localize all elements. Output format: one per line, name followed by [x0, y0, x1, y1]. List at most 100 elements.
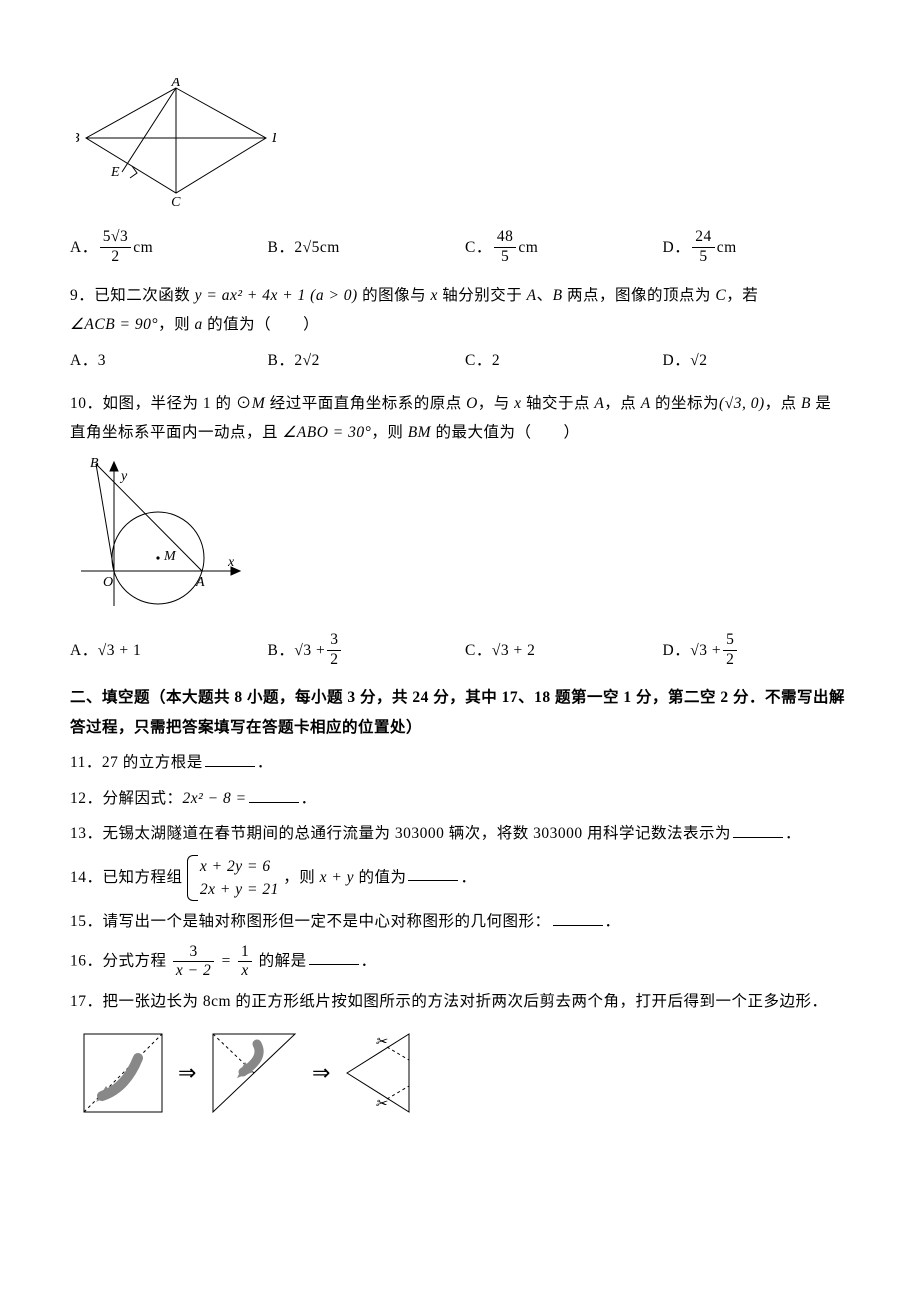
q10-text: 10．如图，半径为 1 的 ⊙M 经过平面直角坐标系的原点 O，与 x 轴交于点…: [70, 389, 860, 448]
t: ，则: [158, 316, 194, 333]
q8-opt-D: D． 245 cm: [663, 228, 861, 266]
t: ，则: [283, 868, 319, 885]
p: ．: [361, 952, 377, 969]
opt-suffix: cm: [133, 233, 153, 262]
t: ，则: [371, 424, 407, 441]
blank: [408, 866, 458, 882]
v: 2: [492, 346, 500, 375]
q8-opt-C: C． 485 cm: [465, 228, 663, 266]
n: 5: [723, 631, 737, 651]
p: C．: [465, 346, 492, 375]
label-A: A: [170, 78, 180, 90]
x: x: [514, 395, 521, 412]
q17: 17．把一张边长为 8cm 的正方形纸片按如图所示的方法对折两次后剪去两个角，打…: [70, 987, 860, 1016]
num: 5√3: [100, 228, 132, 248]
q8-opt-B: B． 2√5 cm: [268, 228, 466, 266]
opt-suffix: cm: [320, 233, 340, 262]
t: 轴交于点: [522, 395, 595, 412]
q15: 15．请写出一个是轴对称图形但一定不是中心对称图形的几何图形：．: [70, 907, 860, 936]
ang: ∠ACB = 90°: [70, 316, 158, 333]
v: √3 + 2: [492, 636, 536, 665]
p: C．: [465, 636, 492, 665]
t: 是: [811, 395, 831, 412]
opt-suffix: cm: [518, 233, 538, 262]
eq2: 2x + y = 21: [200, 878, 279, 901]
opt-prefix: A．: [70, 233, 98, 262]
p: D．: [663, 346, 691, 375]
equation-system: x + 2y = 6 2x + y = 21: [187, 855, 279, 902]
lbl-B: B: [90, 456, 99, 471]
l: √3 +: [690, 636, 721, 665]
p: D．: [663, 636, 691, 665]
t: 11．27 的立方根是: [70, 754, 203, 771]
t: 15．请写出一个是轴对称图形但一定不是中心对称图形的几何图形：: [70, 913, 551, 930]
p: A．: [70, 346, 98, 375]
d2: x: [238, 962, 252, 981]
t: 直角坐标系平面内一动点，且: [70, 424, 282, 441]
t: ，点: [604, 395, 640, 412]
label-C: C: [171, 195, 181, 208]
t: 16．分式方程: [70, 952, 171, 969]
p: A．: [70, 636, 98, 665]
fold-step1: [78, 1028, 168, 1118]
t: 10．如图，半径为 1 的 ⊙: [70, 395, 252, 412]
t: 的解是: [259, 952, 307, 969]
t: 的图像与: [358, 287, 431, 304]
arrow-icon: ⇒: [312, 1052, 331, 1094]
t: 的最大值为（ ）: [431, 424, 579, 441]
opt-prefix: B．: [268, 233, 295, 262]
fold-step2: [207, 1028, 302, 1118]
n2: 1: [238, 943, 252, 963]
BM: BM: [408, 424, 431, 441]
p: B．: [268, 636, 295, 665]
B: B: [801, 395, 811, 412]
label-B: B: [76, 131, 80, 146]
fold-step3: ✂ ✂: [341, 1028, 421, 1118]
v: √3 + 1: [98, 636, 142, 665]
opt-suffix: cm: [717, 233, 737, 262]
lbl-M: M: [163, 549, 177, 564]
num: 24: [692, 228, 715, 248]
q12: 12．分解因式：2x² − 8 =．: [70, 784, 860, 813]
p: B．: [268, 346, 295, 375]
opt-val: 2√5: [294, 233, 320, 262]
den: 2: [100, 248, 132, 267]
arrow-icon: ⇒: [178, 1052, 197, 1094]
M: M: [252, 395, 265, 412]
q10-opt-D: D．√3 + 52: [663, 631, 861, 669]
eq: y = ax² + 4x + 1 (a > 0): [195, 287, 358, 304]
A2: A: [641, 395, 651, 412]
q9-text: 9．已知二次函数 y = ax² + 4x + 1 (a > 0) 的图像与 x…: [70, 281, 860, 340]
q9-opt-B: B．2√2: [268, 346, 466, 375]
eq: =: [221, 952, 236, 969]
t: 的值为（ ）: [203, 316, 319, 333]
lbl-O: O: [103, 575, 114, 590]
t: 17．把一张边长为 8cm 的正方形纸片按如图所示的方法对折两次后剪去两个角，打…: [70, 993, 827, 1010]
t: 的坐标为: [651, 395, 719, 412]
label-E: E: [110, 165, 120, 180]
q8-options: A． 5√32 cm B． 2√5 cm C． 485 cm D． 245 cm: [70, 228, 860, 266]
p: ．: [785, 825, 801, 842]
q8-opt-A: A． 5√32 cm: [70, 228, 268, 266]
q10-figure: B y M x O A: [76, 456, 860, 621]
q16: 16．分式方程 3x − 2 = 1x 的解是．: [70, 943, 860, 981]
lbl-x: x: [227, 555, 235, 570]
lbl-A: A: [195, 575, 205, 590]
q10-opt-C: C．√3 + 2: [465, 631, 663, 669]
t: 、: [537, 287, 553, 304]
q13: 13．无锡太湖隧道在春节期间的总通行流量为 303000 辆次，将数 30300…: [70, 819, 860, 848]
t: 轴分别交于: [438, 287, 527, 304]
blank: [553, 911, 603, 927]
l: √3 +: [294, 636, 325, 665]
q10-opt-A: A．√3 + 1: [70, 631, 268, 669]
v: 3: [98, 346, 106, 375]
x: x: [430, 287, 437, 304]
q11: 11．27 的立方根是．: [70, 748, 860, 777]
fold-figure: ⇒ ⇒ ✂ ✂: [78, 1028, 860, 1118]
t: ，与: [478, 395, 514, 412]
section2-title: 二、填空题（本大题共 8 小题，每小题 3 分，共 24 分，其中 17、18 …: [70, 683, 860, 742]
q9-opt-A: A．3: [70, 346, 268, 375]
t: 12．分解因式：: [70, 790, 183, 807]
t: 14．已知方程组: [70, 868, 183, 885]
q14: 14．已知方程组 x + 2y = 6 2x + y = 21 ，则 x + y…: [70, 855, 860, 902]
